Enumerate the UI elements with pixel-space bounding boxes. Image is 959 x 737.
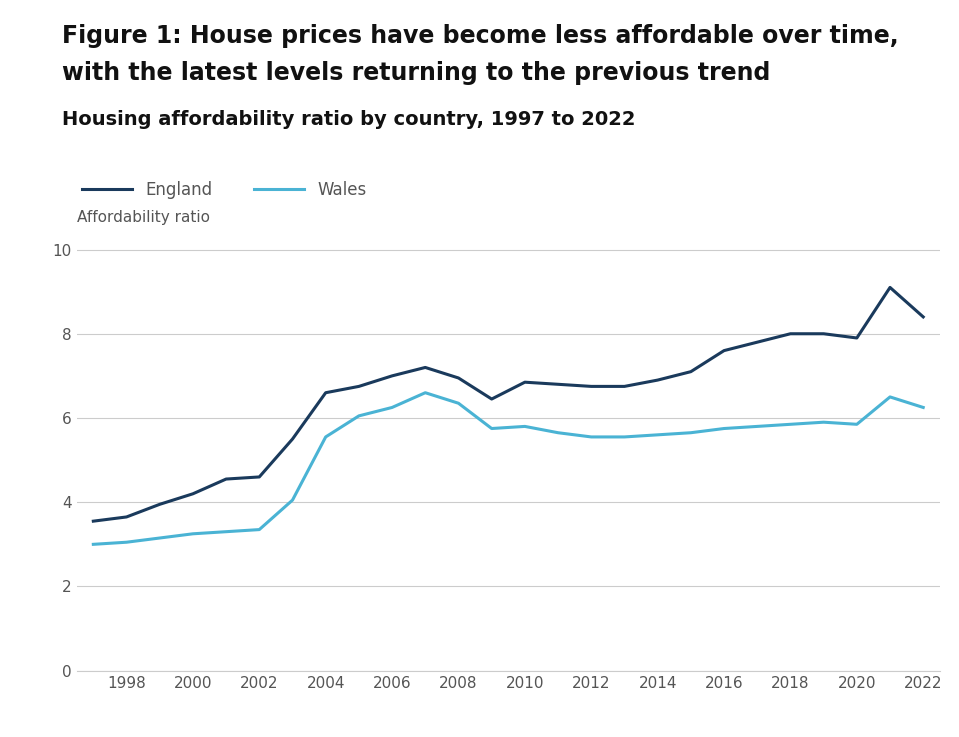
Text: Figure 1: House prices have become less affordable over time,: Figure 1: House prices have become less … [62,24,899,48]
Text: Affordability ratio: Affordability ratio [77,210,210,225]
Legend: England, Wales: England, Wales [76,174,373,206]
Text: with the latest levels returning to the previous trend: with the latest levels returning to the … [62,60,771,85]
Text: Housing affordability ratio by country, 1997 to 2022: Housing affordability ratio by country, … [62,110,636,129]
